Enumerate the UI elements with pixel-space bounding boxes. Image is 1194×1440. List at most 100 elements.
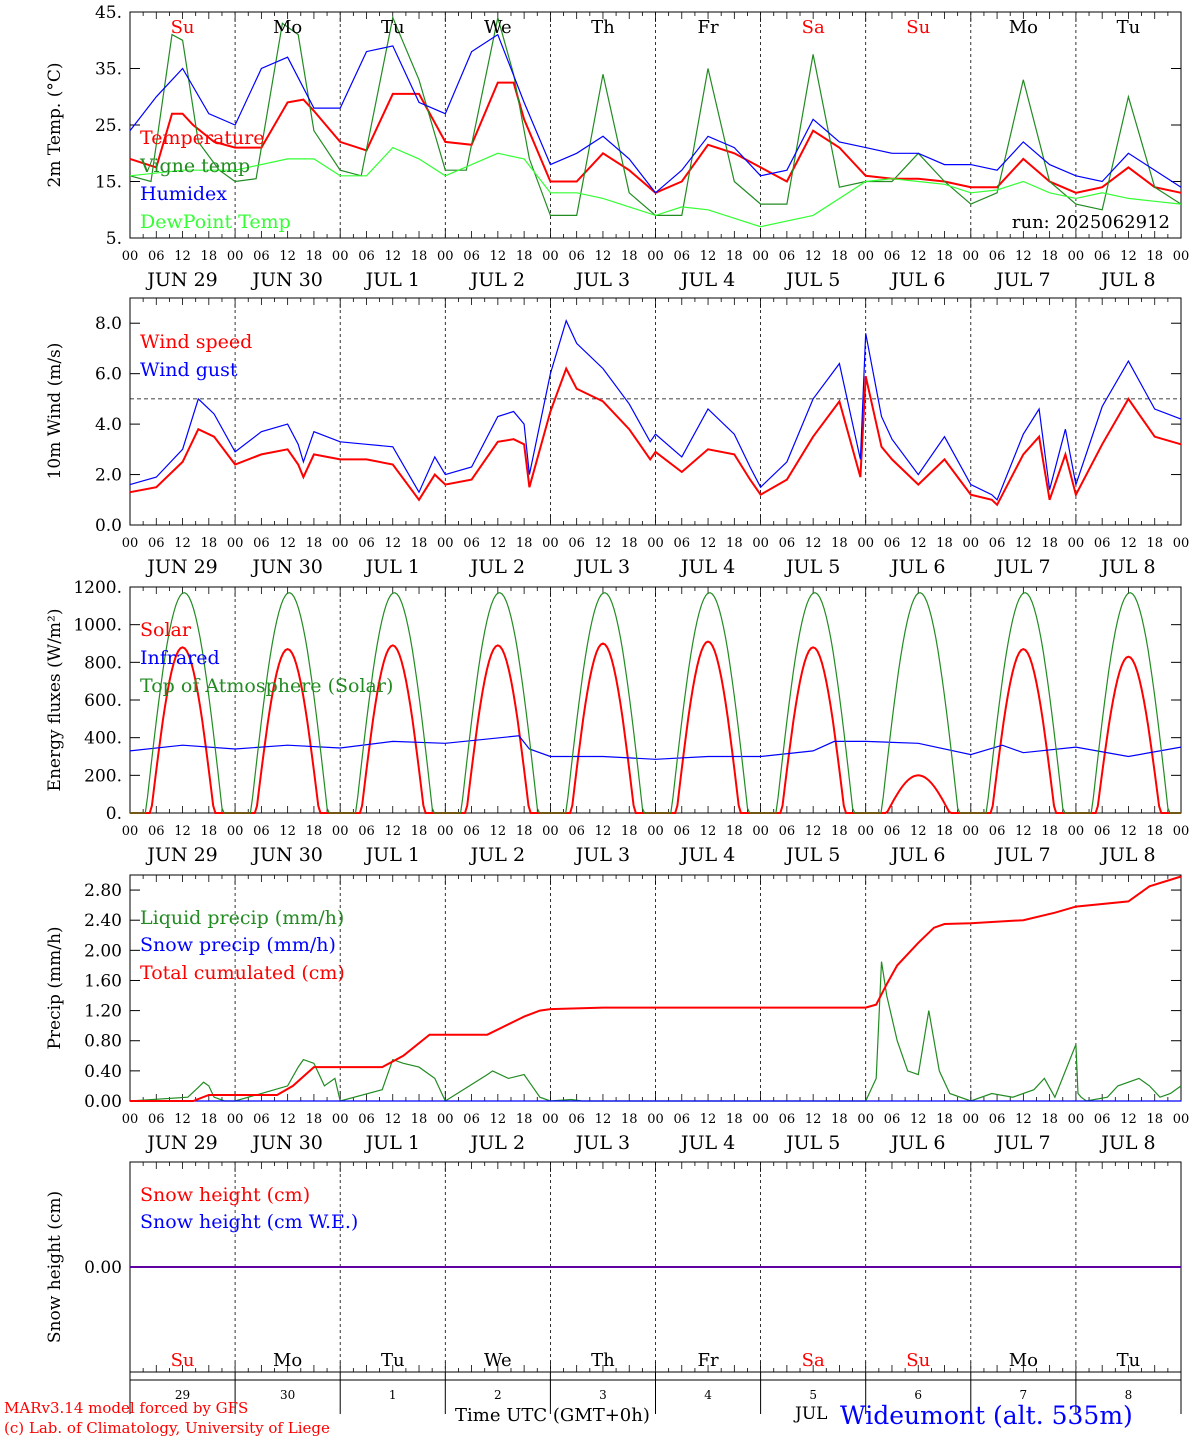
hour-tick-label: 12 [1015, 1112, 1032, 1127]
day-number-label: 6 [914, 1388, 922, 1402]
hour-tick-label: 18 [1041, 824, 1058, 839]
hour-tick-label: 00 [857, 1112, 874, 1127]
hour-tick-label: 00 [332, 824, 349, 839]
hour-tick-label: 00 [1173, 824, 1190, 839]
hour-tick-label: 06 [358, 536, 375, 551]
hour-tick-label: 06 [1094, 824, 1111, 839]
hour-tick-label: 18 [726, 249, 743, 264]
legend-entry: Liquid precip (mm/h) [140, 907, 344, 929]
hour-tick-label: 00 [1068, 824, 1085, 839]
hour-tick-label: 12 [1120, 824, 1137, 839]
hour-tick-label: 00 [647, 249, 664, 264]
hour-tick-label: 18 [726, 824, 743, 839]
series-top-of-atmosphere-solar- [130, 592, 1181, 814]
date-label: JUN 30 [250, 844, 322, 866]
hour-tick-label: 00 [647, 1112, 664, 1127]
hour-tick-label: 12 [1120, 536, 1137, 551]
y-tick-label: 45. [95, 3, 122, 23]
hour-tick-label: 06 [568, 1112, 585, 1127]
y-tick-label: 0.40 [84, 1062, 122, 1082]
y-tick-label: 4.0 [95, 415, 122, 435]
hour-tick-label: 18 [1041, 536, 1058, 551]
hour-tick-label: 00 [122, 1112, 139, 1127]
date-label: JUL 3 [574, 844, 630, 866]
hour-tick-label: 06 [1094, 249, 1111, 264]
weekday-label: Th [591, 17, 615, 38]
y-tick-label: 800. [84, 653, 122, 673]
date-label: JUL 7 [994, 1132, 1050, 1154]
y-tick-label: 2.40 [84, 911, 122, 931]
hour-tick-label: 18 [831, 536, 848, 551]
weekday-label: We [484, 17, 512, 38]
date-label: JUN 30 [250, 1132, 322, 1154]
hour-tick-label: 12 [1120, 1112, 1137, 1127]
date-label: JUL 7 [994, 269, 1050, 291]
date-label: JUL 4 [679, 844, 735, 866]
date-label: JUN 29 [145, 556, 217, 578]
date-label: JUL 4 [679, 556, 735, 578]
date-label: JUL 8 [1099, 269, 1155, 291]
hour-tick-label: 18 [1146, 249, 1163, 264]
hour-tick-label: 06 [463, 249, 480, 264]
hour-tick-label: 06 [148, 536, 165, 551]
date-label: JUL 4 [679, 1132, 735, 1154]
hour-tick-label: 06 [884, 824, 901, 839]
hour-tick-label: 12 [595, 536, 612, 551]
hour-tick-label: 00 [752, 536, 769, 551]
date-label: JUL 2 [469, 1132, 525, 1154]
hour-tick-label: 12 [174, 536, 191, 551]
legend-entry: Snow precip (mm/h) [140, 934, 336, 956]
date-label: JUL 7 [994, 844, 1050, 866]
y-tick-label: 6.0 [95, 365, 122, 385]
weekday-label: Th [591, 1350, 615, 1371]
legend-entry: Wind gust [140, 359, 238, 381]
hour-tick-label: 18 [516, 1112, 533, 1127]
date-label: JUL 2 [469, 269, 525, 291]
weekday-label: Tu [381, 17, 405, 38]
hour-tick-label: 18 [831, 249, 848, 264]
y-tick-label: 1.20 [84, 1002, 122, 1022]
hour-tick-label: 12 [279, 249, 296, 264]
date-label: JUL 3 [574, 556, 630, 578]
hour-tick-label: 00 [1173, 536, 1190, 551]
hour-tick-label: 06 [568, 536, 585, 551]
date-label: JUL 1 [364, 1132, 420, 1154]
hour-tick-label: 06 [148, 824, 165, 839]
y-tick-label: 1.60 [84, 971, 122, 991]
copyright-credit: (c) Lab. of Climatology, University of L… [4, 1419, 330, 1437]
weekday-label: Fr [698, 1350, 719, 1371]
y-axis-label: Energy fluxes (W/m²) [45, 609, 65, 792]
date-label: JUN 30 [250, 556, 322, 578]
hour-tick-label: 00 [227, 824, 244, 839]
y-tick-label: 0.00 [84, 1092, 122, 1112]
hour-tick-label: 12 [700, 249, 717, 264]
hour-tick-label: 00 [963, 824, 980, 839]
y-axis-label: Precip (mm/h) [45, 926, 65, 1049]
hour-tick-label: 00 [963, 249, 980, 264]
weekday-label: Tu [1117, 1350, 1141, 1371]
series-wind-speed [129, 366, 1182, 507]
hour-tick-label: 00 [227, 536, 244, 551]
hour-tick-label: 18 [936, 536, 953, 551]
hour-tick-label: 18 [621, 1112, 638, 1127]
day-number-label: 29 [175, 1388, 190, 1402]
weekday-label: Su [906, 17, 930, 38]
date-label: JUL 5 [784, 1132, 840, 1154]
hour-tick-label: 18 [201, 1112, 218, 1127]
y-tick-label: 0.80 [84, 1032, 122, 1052]
legend-entry: Humidex [140, 183, 227, 205]
y-tick-label: 2.00 [84, 941, 122, 961]
weekday-label: Mo [1009, 1350, 1038, 1371]
hour-tick-label: 06 [358, 824, 375, 839]
hour-tick-label: 12 [384, 249, 401, 264]
weekday-label: Su [171, 1350, 195, 1371]
y-tick-label: 35. [95, 60, 122, 80]
hour-tick-label: 12 [279, 824, 296, 839]
y-tick-label: 600. [84, 691, 122, 711]
day-number-label: 30 [280, 1388, 295, 1402]
date-label: JUL 2 [469, 844, 525, 866]
hour-tick-label: 06 [779, 249, 796, 264]
legend-entry: Vigne temp [139, 155, 250, 177]
hour-tick-label: 00 [122, 536, 139, 551]
hour-tick-label: 06 [989, 1112, 1006, 1127]
